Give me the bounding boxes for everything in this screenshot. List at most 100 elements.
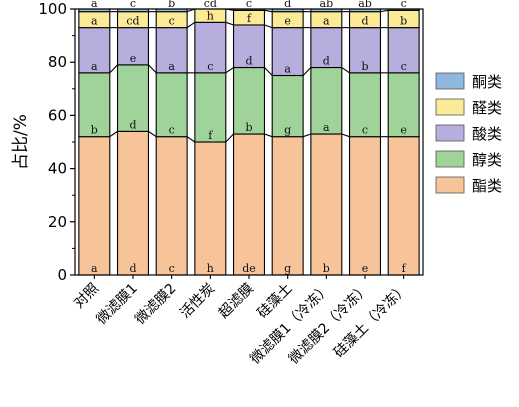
bar-segment-1-7	[310, 133, 343, 276]
significance-letter-3-7: d	[323, 55, 330, 68]
x-category-label-3: 微滤膜2	[132, 281, 179, 328]
significance-letter-3-4: c	[207, 60, 213, 73]
significance-letter-3-8: b	[361, 60, 368, 73]
connector-line-2-1	[109, 64, 118, 74]
bar-segment-2-5	[232, 66, 266, 135]
x-axis-labels: 对照微滤膜1微滤膜2活性炭超滤膜硅藻土微滤膜1（冷冻）微滤膜2（冷冻）硅藻土（冷…	[71, 275, 411, 367]
significance-letter-5-9: c	[401, 0, 407, 10]
connector-line-2-6	[302, 67, 312, 76]
bar-segment-2-4	[194, 72, 227, 143]
connector-line-2-5	[264, 67, 273, 76]
bar-segment-1-3	[155, 136, 188, 276]
y-tick-label: 60	[48, 106, 67, 124]
bar-segment-1-6	[271, 136, 304, 276]
significance-letter-2-2: d	[129, 118, 136, 131]
significance-letter-2-6: g	[284, 124, 291, 137]
connector-line-2-2	[148, 64, 157, 74]
bar-segment-3-8	[348, 27, 382, 74]
significance-letter-2-9: e	[400, 124, 407, 137]
bar-segment-3-1	[78, 27, 111, 74]
legend-swatch-2	[435, 98, 465, 116]
y-tick-label: 40	[48, 160, 67, 178]
significance-letter-1-8: e	[362, 262, 369, 275]
y-tick-label: 100	[38, 0, 67, 18]
significance-letter-4-7: a	[323, 15, 330, 28]
connector-line-1-1	[109, 130, 118, 138]
bar-segment-2-1	[78, 72, 111, 138]
significance-letter-4-3: c	[169, 15, 175, 28]
significance-letter-2-5: b	[245, 121, 252, 134]
x-category-label-5: 超滤膜	[216, 281, 257, 322]
significance-letter-3-3: a	[168, 60, 175, 73]
connector-line-1-6	[302, 133, 312, 138]
bar-segment-3-5	[232, 24, 266, 69]
significance-letter-3-9: c	[401, 60, 407, 73]
significance-letter-5-3: b	[168, 0, 175, 10]
bar-segment-1-1	[78, 136, 111, 276]
y-tick-label: 80	[48, 53, 67, 71]
significance-letter-1-4: h	[207, 262, 214, 275]
significance-letter-1-5: de	[242, 262, 256, 275]
significance-letter-4-2: cd	[126, 15, 139, 28]
significance-letter-5-7: ab	[320, 0, 334, 10]
significance-letters-layer: abaaaddecdcccacbhfchcddebdfcggaedbadaabe…	[91, 0, 407, 275]
significance-letter-4-8: d	[361, 15, 368, 28]
connector-line-3-5	[264, 24, 273, 29]
connector-line-1-2	[148, 130, 157, 138]
bar-segment-3-7	[310, 27, 343, 69]
significance-letter-3-1: a	[91, 60, 98, 73]
connector-line-3-3	[186, 21, 196, 29]
significance-letter-4-5: f	[247, 12, 252, 25]
bar-segment-1-9	[387, 136, 420, 276]
connector-line-1-7	[341, 133, 350, 138]
bar-segment-3-6	[271, 27, 304, 77]
bar-segment-1-8	[348, 136, 382, 276]
bar-segment-1-5	[232, 133, 266, 276]
connector-line-1-4	[225, 133, 234, 143]
significance-letter-5-2: c	[130, 0, 136, 10]
bar-segment-2-7	[310, 66, 343, 135]
significance-letter-1-7: b	[323, 262, 330, 275]
significance-letter-3-2: e	[130, 52, 137, 65]
significance-letter-5-4: cd	[204, 0, 217, 10]
significance-letter-3-6: a	[284, 63, 291, 76]
significance-letter-4-6: e	[284, 15, 291, 28]
significance-letter-5-6: d	[284, 0, 291, 10]
bar-segment-2-2	[116, 64, 150, 132]
legend-swatch-3	[435, 124, 465, 142]
significance-letter-5-8: ab	[358, 0, 372, 10]
bar-segment-1-2	[116, 130, 150, 276]
significance-letter-4-1: a	[91, 15, 98, 28]
significance-letter-2-8: c	[362, 124, 368, 137]
y-axis-ticks: 0 20 40 60 80 100	[38, 0, 75, 284]
legend-label-5: 酯类	[472, 177, 502, 195]
bar-segment-3-9	[387, 27, 420, 74]
y-axis-title: 占比/%	[11, 114, 31, 170]
significance-letter-2-3: c	[169, 124, 175, 137]
legend-label-1: 酮类	[472, 73, 502, 91]
significance-letter-1-2: d	[129, 262, 136, 275]
significance-letter-4-9: b	[400, 15, 407, 28]
connector-line-2-4	[225, 67, 234, 74]
connector-line-1-5	[264, 133, 273, 138]
legend-label-2: 醛类	[472, 99, 502, 117]
significance-letter-3-5: d	[245, 55, 252, 68]
y-tick-label: 0	[57, 266, 67, 284]
legend-label-4: 醇类	[472, 151, 502, 169]
connector-line-2-7	[341, 67, 350, 74]
x-category-label-2: 微滤膜1	[94, 281, 141, 328]
bar-segment-2-6	[271, 74, 304, 138]
significance-letter-5-5: c	[246, 0, 252, 10]
bar-segment-3-4	[194, 21, 227, 74]
significance-letter-1-1: a	[91, 262, 98, 275]
x-category-label-4: 活性炭	[177, 281, 218, 322]
connector-line-1-3	[186, 136, 196, 143]
connector-line-4-8	[380, 9, 389, 13]
significance-letter-4-4: h	[207, 9, 214, 22]
connector-lines-layer	[109, 8, 389, 143]
bar-segment-1-4	[194, 141, 227, 276]
legend-swatch-4	[435, 150, 465, 168]
bars-layer	[78, 8, 420, 276]
